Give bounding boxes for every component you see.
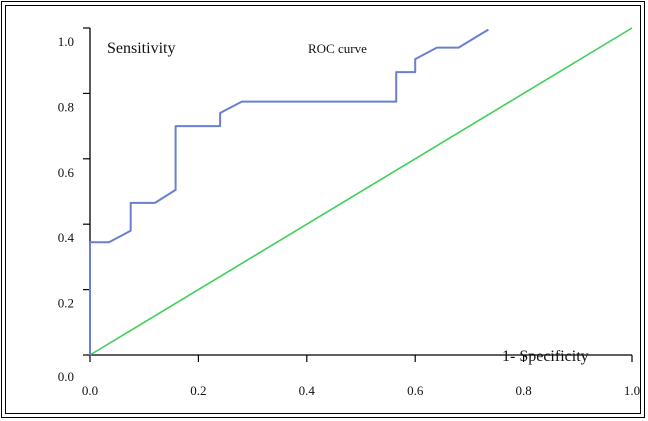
series — [89, 27, 633, 356]
ticks: 0.0 0.2 0.4 0.6 0.8 1.0 0.0 0.2 0.4 0.6 0.8 1.0 — [58, 27, 640, 398]
reference-line — [89, 27, 633, 356]
inner-frame — [5, 5, 641, 414]
y-tick-label: 0.6 — [58, 165, 75, 180]
chart-title: ROC curve — [308, 41, 367, 56]
y-tick-label: 0.8 — [58, 99, 74, 114]
y-tick-label: 1.0 — [58, 34, 74, 49]
roc-curve-line — [89, 28, 489, 355]
x-tick-label: 0.8 — [515, 383, 531, 398]
y-tick-label: 0.2 — [58, 296, 74, 311]
x-tick-label: 0.0 — [82, 383, 98, 398]
y-tick-label: 0.4 — [58, 230, 75, 245]
x-tick-label: 1.0 — [624, 383, 640, 398]
y-tick-label: 0.0 — [58, 369, 74, 384]
x-axis-label: 1- Specificity — [502, 348, 589, 365]
x-tick-label: 0.4 — [299, 383, 316, 398]
x-tick-label: 0.6 — [407, 383, 424, 398]
y-axis-label: Sensitivity — [107, 40, 175, 57]
x-tick-label: 0.2 — [190, 383, 206, 398]
